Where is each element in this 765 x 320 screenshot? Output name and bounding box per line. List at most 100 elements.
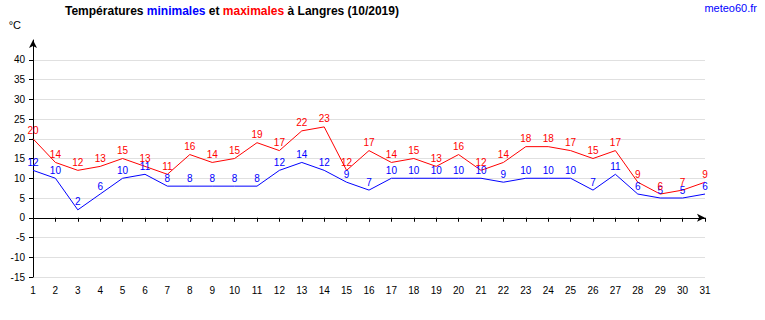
svg-text:18: 18	[408, 285, 420, 296]
svg-text:12: 12	[27, 157, 39, 168]
svg-text:12: 12	[274, 157, 286, 168]
svg-text:14: 14	[296, 149, 308, 160]
svg-text:10: 10	[543, 165, 555, 176]
svg-text:21: 21	[475, 285, 487, 296]
svg-text:10: 10	[408, 165, 420, 176]
svg-text:6: 6	[635, 181, 641, 192]
svg-text:11: 11	[162, 161, 173, 172]
svg-text:8: 8	[187, 285, 193, 296]
svg-text:14: 14	[386, 149, 398, 160]
svg-text:2: 2	[53, 285, 59, 296]
svg-text:10: 10	[117, 165, 129, 176]
svg-text:15: 15	[14, 153, 26, 164]
svg-text:8: 8	[254, 173, 260, 184]
svg-text:9: 9	[635, 169, 641, 180]
svg-text:6: 6	[657, 181, 663, 192]
svg-text:25: 25	[14, 114, 26, 125]
svg-text:20: 20	[14, 133, 26, 144]
svg-text:24: 24	[543, 285, 555, 296]
svg-text:14: 14	[498, 149, 510, 160]
svg-text:5: 5	[19, 193, 25, 204]
svg-text:°C: °C	[9, 19, 21, 31]
svg-text:23: 23	[520, 285, 532, 296]
svg-text:17: 17	[610, 137, 622, 148]
svg-text:9: 9	[702, 169, 708, 180]
svg-text:16: 16	[184, 141, 196, 152]
svg-text:4: 4	[97, 285, 103, 296]
svg-text:10: 10	[386, 165, 398, 176]
svg-text:10: 10	[453, 165, 465, 176]
svg-text:27: 27	[610, 285, 622, 296]
svg-text:14: 14	[319, 285, 331, 296]
svg-text:40: 40	[14, 54, 26, 65]
svg-text:8: 8	[232, 173, 238, 184]
svg-text:14: 14	[50, 149, 62, 160]
svg-text:17: 17	[386, 285, 398, 296]
svg-text:7: 7	[366, 177, 372, 188]
svg-text:13: 13	[139, 153, 151, 164]
svg-text:9: 9	[209, 285, 215, 296]
svg-text:16: 16	[363, 285, 375, 296]
svg-text:17: 17	[274, 137, 286, 148]
svg-text:31: 31	[699, 285, 711, 296]
svg-text:15: 15	[117, 145, 129, 156]
svg-text:7: 7	[165, 285, 171, 296]
svg-text:10: 10	[431, 165, 443, 176]
svg-text:20: 20	[27, 125, 39, 136]
svg-text:8: 8	[187, 173, 193, 184]
svg-text:17: 17	[565, 137, 577, 148]
svg-text:10: 10	[229, 285, 241, 296]
svg-text:22: 22	[296, 117, 308, 128]
svg-text:18: 18	[543, 133, 555, 144]
svg-text:8: 8	[165, 173, 171, 184]
svg-text:10: 10	[14, 173, 26, 184]
svg-text:à Langres (10/2019): à Langres (10/2019)	[284, 4, 399, 18]
svg-text:maximales: maximales	[223, 4, 285, 18]
svg-text:6: 6	[702, 181, 708, 192]
svg-text:0: 0	[19, 212, 25, 223]
svg-text:13: 13	[296, 285, 308, 296]
svg-text:7: 7	[680, 177, 686, 188]
svg-text:2: 2	[75, 196, 81, 207]
svg-text:28: 28	[632, 285, 644, 296]
svg-text:6: 6	[142, 285, 148, 296]
svg-text:minimales: minimales	[147, 4, 206, 18]
svg-text:23: 23	[319, 113, 331, 124]
svg-text:-10: -10	[11, 252, 26, 263]
svg-text:35: 35	[14, 74, 26, 85]
svg-text:22: 22	[498, 285, 510, 296]
svg-text:12: 12	[72, 157, 84, 168]
svg-text:-5: -5	[16, 232, 25, 243]
svg-text:11: 11	[610, 161, 621, 172]
svg-text:5: 5	[120, 285, 126, 296]
svg-text:9: 9	[344, 169, 350, 180]
svg-text:-15: -15	[11, 272, 26, 283]
svg-text:9: 9	[501, 169, 507, 180]
svg-text:1: 1	[30, 285, 36, 296]
svg-text:12: 12	[341, 157, 353, 168]
svg-text:15: 15	[408, 145, 420, 156]
svg-text:20: 20	[453, 285, 465, 296]
svg-text:15: 15	[229, 145, 241, 156]
svg-text:12: 12	[319, 157, 331, 168]
svg-text:19: 19	[431, 285, 443, 296]
svg-text:meteo60.fr: meteo60.fr	[704, 2, 757, 14]
svg-text:10: 10	[50, 165, 62, 176]
svg-text:et: et	[206, 4, 223, 18]
svg-text:14: 14	[207, 149, 219, 160]
svg-text:8: 8	[209, 173, 215, 184]
svg-text:12: 12	[274, 285, 286, 296]
svg-text:13: 13	[95, 153, 107, 164]
svg-text:11: 11	[252, 285, 263, 296]
svg-text:10: 10	[520, 165, 532, 176]
svg-text:12: 12	[475, 157, 487, 168]
svg-text:13: 13	[431, 153, 443, 164]
svg-text:15: 15	[587, 145, 599, 156]
svg-text:Températures: Températures	[65, 4, 147, 18]
svg-text:26: 26	[587, 285, 599, 296]
svg-text:6: 6	[97, 181, 103, 192]
svg-text:10: 10	[565, 165, 577, 176]
svg-text:17: 17	[363, 137, 375, 148]
svg-text:3: 3	[75, 285, 81, 296]
svg-text:29: 29	[655, 285, 667, 296]
